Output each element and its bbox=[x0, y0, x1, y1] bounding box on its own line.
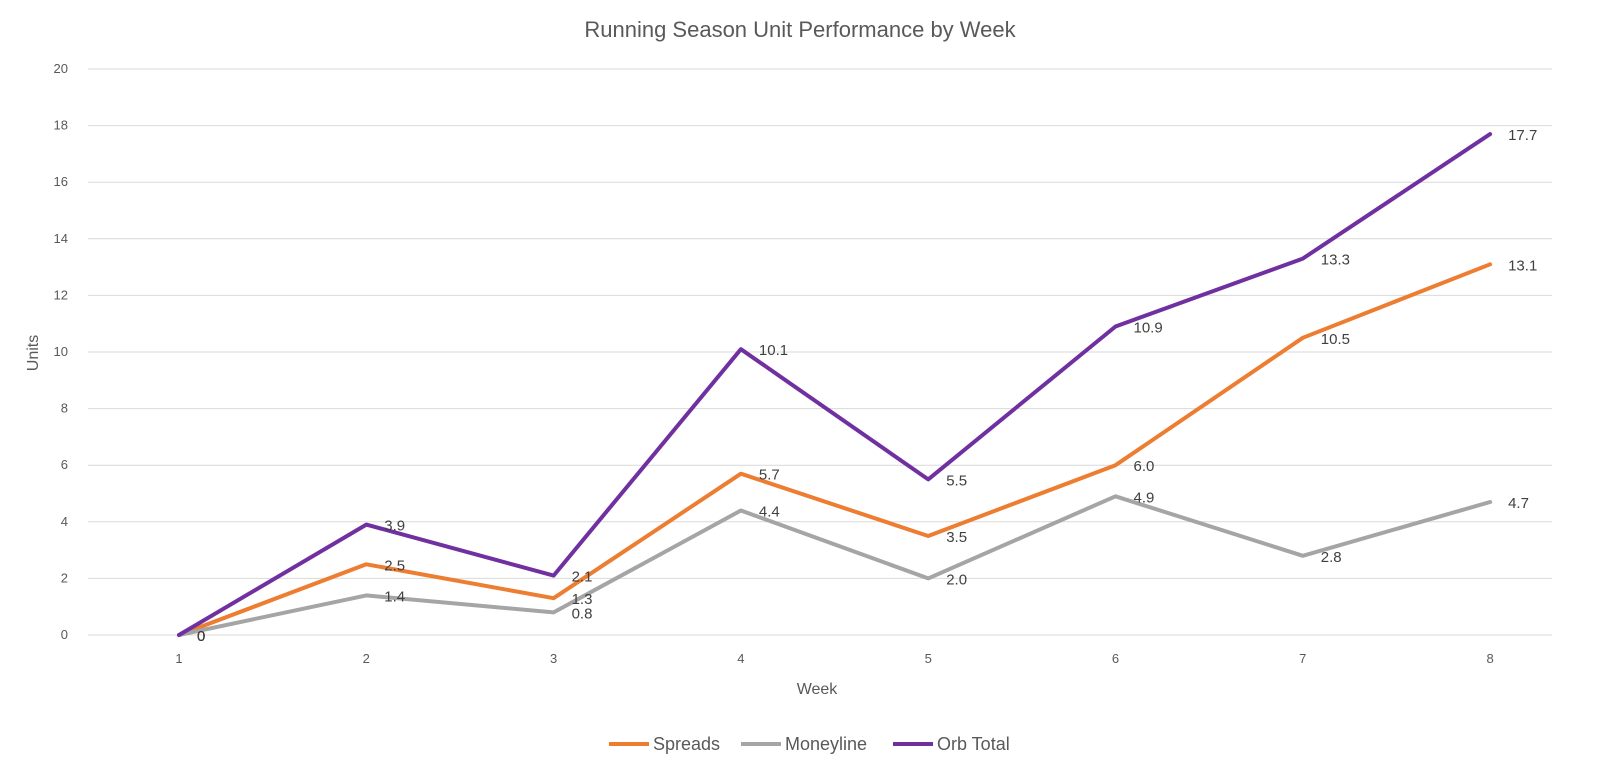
y-tick-label: 20 bbox=[54, 61, 68, 76]
y-tick-label: 12 bbox=[54, 287, 68, 302]
data-labels: 02.51.35.73.56.010.513.101.40.84.42.04.9… bbox=[197, 127, 1537, 645]
legend: Spreads Moneyline Orb Total bbox=[609, 734, 1010, 754]
data-label: 1.4 bbox=[384, 588, 405, 605]
data-label: 5.7 bbox=[759, 467, 780, 484]
y-tick-label: 0 bbox=[61, 627, 68, 642]
y-tick-label: 18 bbox=[54, 118, 68, 133]
data-label: 6.0 bbox=[1134, 458, 1155, 475]
y-tick-label: 8 bbox=[61, 401, 68, 416]
data-label: 10.1 bbox=[759, 342, 788, 359]
x-tick-label: 3 bbox=[550, 651, 557, 666]
series-line-spreads bbox=[177, 262, 1493, 637]
x-tick-label: 2 bbox=[363, 651, 370, 666]
x-tick-label: 6 bbox=[1112, 651, 1119, 666]
x-tick-label: 5 bbox=[925, 651, 932, 666]
data-label: 0 bbox=[197, 628, 205, 645]
y-tick-label: 14 bbox=[54, 231, 68, 246]
data-label: 2.8 bbox=[1321, 549, 1342, 566]
data-label: 0.8 bbox=[572, 605, 593, 622]
data-label: 10.5 bbox=[1321, 331, 1350, 348]
x-axis-ticks: 1 2 3 4 5 6 7 8 bbox=[175, 651, 1493, 666]
x-tick-label: 1 bbox=[175, 651, 182, 666]
y-tick-label: 10 bbox=[54, 344, 68, 359]
data-label: 17.7 bbox=[1508, 127, 1537, 144]
legend-label: Orb Total bbox=[937, 734, 1010, 754]
series-line-moneyline bbox=[177, 494, 1493, 637]
y-tick-label: 2 bbox=[61, 570, 68, 585]
y-tick-label: 16 bbox=[54, 174, 68, 189]
data-label: 4.9 bbox=[1134, 489, 1155, 506]
data-label: 2.0 bbox=[946, 571, 967, 588]
data-label: 3.9 bbox=[384, 518, 405, 535]
legend-label: Spreads bbox=[653, 734, 720, 754]
y-axis-ticks: 0 2 4 6 8 10 12 14 16 18 20 bbox=[54, 61, 68, 642]
data-label: 0 bbox=[197, 628, 205, 645]
data-label: 4.4 bbox=[759, 503, 780, 520]
data-label: 2.1 bbox=[572, 569, 593, 586]
data-label: 13.1 bbox=[1508, 257, 1537, 274]
x-tick-label: 7 bbox=[1299, 651, 1306, 666]
data-label: 3.5 bbox=[946, 529, 967, 546]
x-tick-label: 8 bbox=[1486, 651, 1493, 666]
x-axis-title: Week bbox=[797, 681, 839, 698]
y-tick-label: 4 bbox=[61, 514, 68, 529]
data-label: 5.5 bbox=[946, 472, 967, 489]
data-label: 4.7 bbox=[1508, 495, 1529, 512]
y-axis-title: Units bbox=[25, 335, 42, 371]
legend-label: Moneyline bbox=[785, 734, 867, 754]
data-label: 2.5 bbox=[384, 557, 405, 574]
data-label: 10.9 bbox=[1134, 320, 1163, 337]
data-label: 13.3 bbox=[1321, 252, 1350, 269]
series-lines bbox=[177, 132, 1493, 637]
chart-title: Running Season Unit Performance by Week bbox=[584, 17, 1016, 42]
y-tick-label: 6 bbox=[61, 457, 68, 472]
data-label: 1.3 bbox=[572, 591, 593, 608]
data-label: 0 bbox=[197, 628, 205, 645]
x-tick-label: 4 bbox=[737, 651, 744, 666]
series-line-orb-total bbox=[177, 132, 1493, 637]
